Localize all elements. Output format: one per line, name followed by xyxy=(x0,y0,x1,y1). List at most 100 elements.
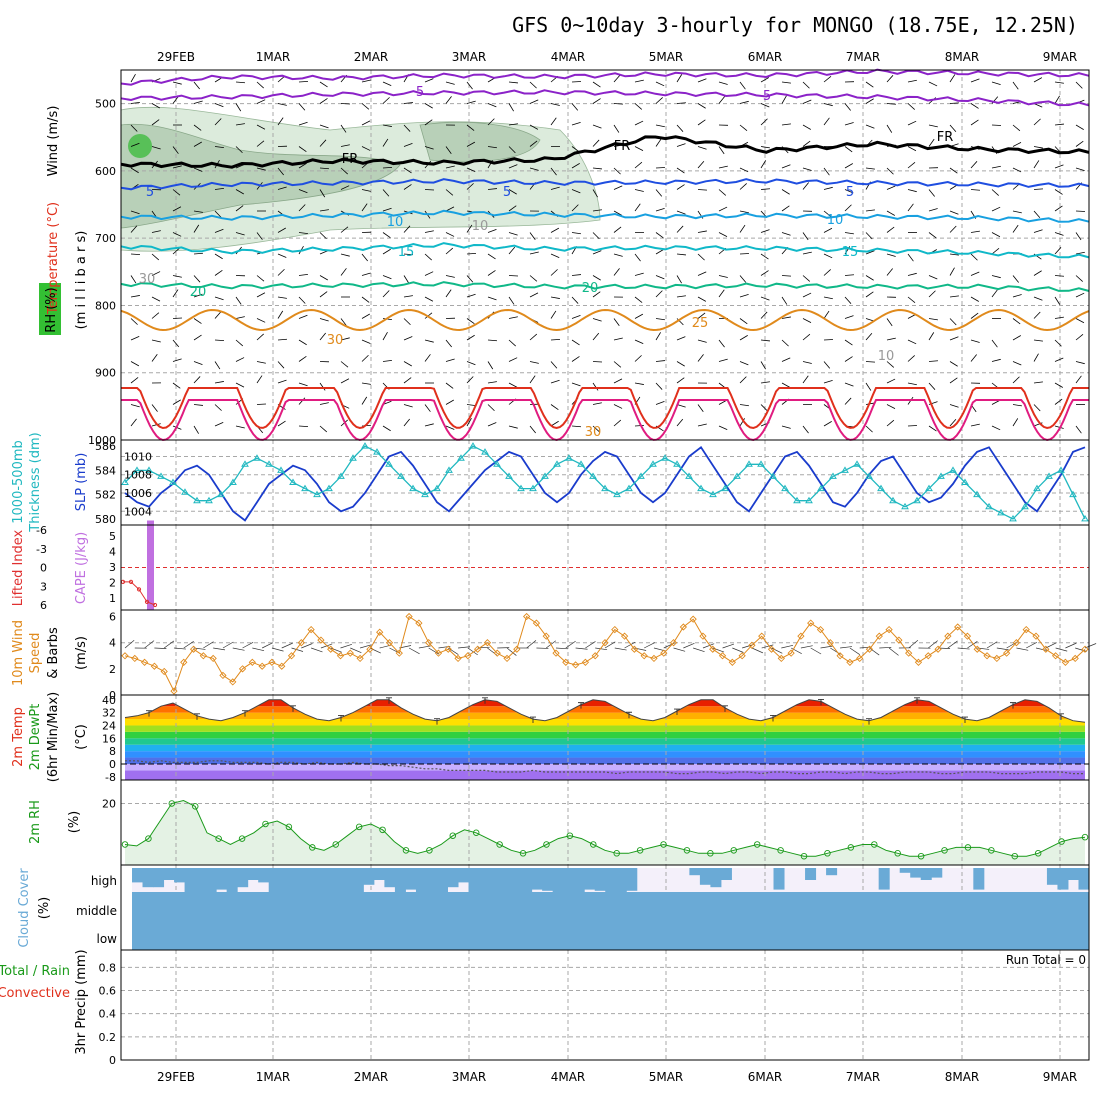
rh-point xyxy=(1011,852,1019,860)
wind-barb xyxy=(949,253,959,256)
wind-barb xyxy=(907,296,916,303)
wind-barb xyxy=(1075,647,1087,652)
x-tick-label-top: 6MAR xyxy=(748,50,783,64)
contour-label: FR xyxy=(614,139,631,154)
wind-barb xyxy=(802,251,812,255)
wind-barb xyxy=(802,318,812,323)
wind-barb xyxy=(424,271,434,276)
wind-speed-point xyxy=(718,652,727,660)
wind-barb xyxy=(172,81,182,85)
wind-barb xyxy=(760,103,770,108)
wind-speed-point xyxy=(954,623,962,631)
rh-point xyxy=(168,800,176,807)
y-axis-label-rh-unit: (%) xyxy=(67,811,82,834)
wind-barb xyxy=(1054,81,1064,84)
wind-barb xyxy=(592,189,598,198)
y-tick-label: 0 xyxy=(109,689,116,702)
x-tick-label-top: 8MAR xyxy=(945,50,980,64)
wind-barb xyxy=(592,98,601,104)
wind-barb xyxy=(802,99,812,104)
wind-barb xyxy=(592,124,602,129)
wind-barb xyxy=(130,74,136,83)
wind-barb xyxy=(1012,224,1019,233)
wind-barb xyxy=(739,100,749,104)
thickness-point xyxy=(181,488,189,495)
wind-barb xyxy=(487,404,495,412)
temp-maxmin-mark xyxy=(866,718,872,725)
wind-barb xyxy=(466,224,473,233)
wind-barb xyxy=(991,189,999,196)
wind-speed-point xyxy=(444,645,452,653)
y-tick-label-left: 586 xyxy=(95,440,116,453)
y-tick-label: 900 xyxy=(95,367,116,380)
wind-barb xyxy=(907,382,917,386)
cloud-high-bar xyxy=(426,868,438,892)
wind-barb xyxy=(718,81,728,85)
wind-barb xyxy=(634,161,643,169)
wind-barb xyxy=(369,647,381,654)
wind-barb xyxy=(361,396,368,405)
wind-barb xyxy=(865,167,875,170)
wind-barb xyxy=(718,425,728,431)
wind-barb xyxy=(970,423,980,427)
cloud-high-bar xyxy=(331,868,343,892)
wind-barb xyxy=(907,203,914,212)
y-tick-label: 0.4 xyxy=(99,1008,117,1021)
wind-barb xyxy=(739,210,749,214)
wind-speed-line xyxy=(124,615,1086,693)
wind-barb xyxy=(382,248,391,255)
rh-point xyxy=(332,841,339,848)
temp-maxmin-mark xyxy=(578,702,584,709)
wind-barb xyxy=(592,209,602,212)
wind-barb xyxy=(697,423,707,427)
wind-speed-point xyxy=(434,649,443,657)
cloud-high-bar xyxy=(163,868,175,880)
cloud-high-bar xyxy=(510,868,522,892)
wind-barb xyxy=(261,642,274,649)
dewpt-series-line xyxy=(125,760,1085,775)
wind-barb xyxy=(130,102,140,104)
thickness-point xyxy=(145,466,153,473)
y-tick-label-right: 5 xyxy=(109,530,116,543)
thickness-point xyxy=(613,490,621,498)
contour-red xyxy=(121,387,1089,430)
wind-barb xyxy=(550,253,560,259)
temp-band xyxy=(125,751,1085,758)
wind-barb xyxy=(865,332,873,341)
thickness-point xyxy=(1057,466,1065,473)
wind-barb xyxy=(823,103,833,107)
wind-barb xyxy=(928,382,936,390)
wind-barb xyxy=(445,399,454,405)
wind-barb xyxy=(928,232,937,239)
wind-speed-point xyxy=(415,619,423,627)
wind-barb xyxy=(879,647,892,649)
rh-point xyxy=(964,844,972,851)
wind-barb xyxy=(949,295,959,298)
thickness-point xyxy=(577,460,585,467)
cloud-high-bar xyxy=(699,868,711,885)
y-tick-label-right: 2 xyxy=(109,577,116,590)
wind-barb xyxy=(571,296,579,304)
thickness-point xyxy=(193,496,201,504)
wind-barb xyxy=(571,356,580,362)
wind-barb xyxy=(298,121,308,126)
wind-barb xyxy=(655,249,664,255)
wind-speed-point xyxy=(689,615,697,623)
x-tick-label-top: 3MAR xyxy=(452,50,487,64)
y-tick-label-left: -3 xyxy=(36,543,47,556)
wind-barb xyxy=(907,79,917,83)
wind-barb xyxy=(508,296,515,305)
thickness-point xyxy=(841,466,849,473)
wind-barb xyxy=(298,162,307,169)
wind-barb xyxy=(403,167,412,174)
wind-barb xyxy=(487,296,497,301)
wind-barb xyxy=(697,312,706,319)
wind-barb xyxy=(1055,647,1068,652)
wind-barb xyxy=(529,275,538,282)
wind-barb xyxy=(865,98,874,104)
wind-barb xyxy=(467,647,478,656)
wind-barb xyxy=(970,354,977,362)
wind-barb xyxy=(844,232,854,235)
wind-barb xyxy=(466,318,475,324)
